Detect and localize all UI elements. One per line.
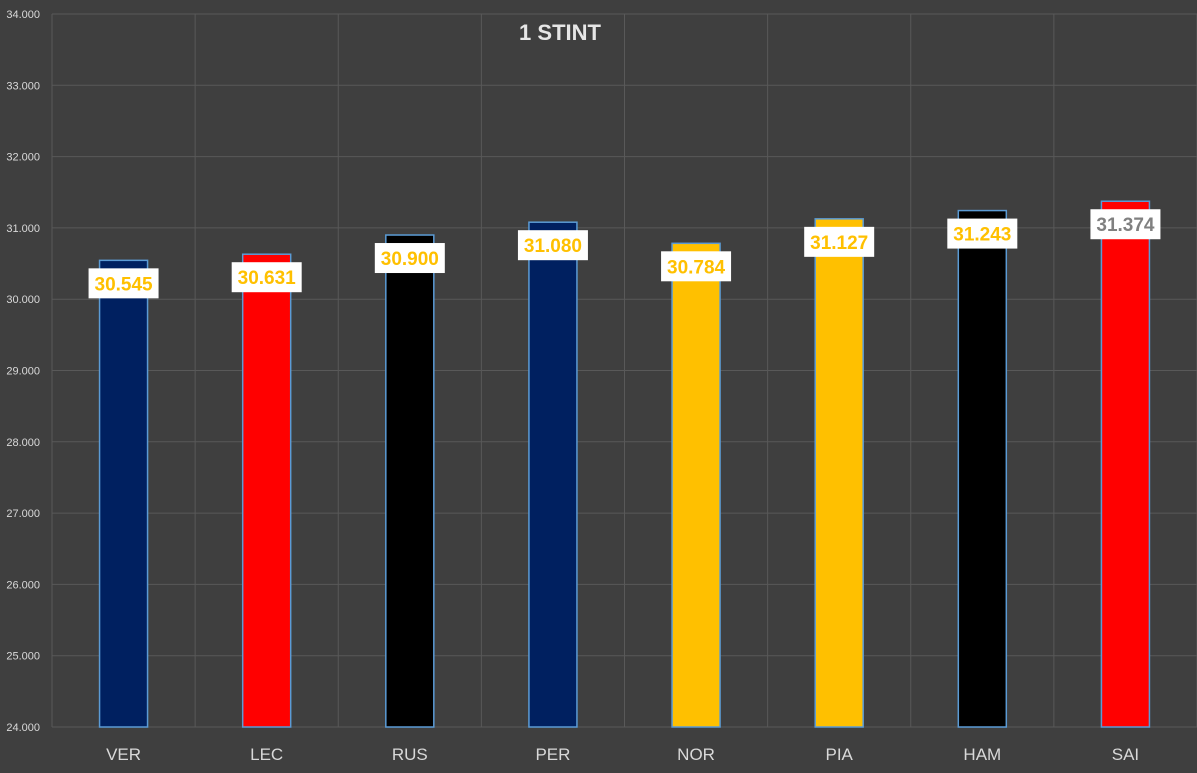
data-labels: 30.545 30.631 30.900 31.080 30.784 31.127 31.2… [88, 209, 1161, 299]
x-tick-label-lec: LEC [250, 745, 283, 764]
bar-rus [385, 234, 435, 728]
y-tick-label: 30.000 [6, 294, 40, 306]
x-axis-ticks: VER LEC RUS PER NOR PIA HAM SAI [106, 745, 1139, 764]
y-tick-label: 24.000 [6, 722, 40, 734]
x-tick-label-ver: VER [106, 745, 141, 764]
data-label-box [88, 268, 159, 299]
data-label-sai: 31.374 [1090, 209, 1161, 240]
chart-title: 1 STINT [519, 20, 601, 45]
bar-ver [98, 259, 149, 728]
data-label-nor: 30.784 [661, 251, 732, 282]
y-tick-label: 31.000 [6, 223, 40, 235]
data-label-box [804, 226, 875, 257]
data-label-lec: 30.631 [231, 262, 302, 293]
x-tick-label-sai: SAI [1112, 745, 1139, 764]
bar-lec [241, 253, 292, 728]
data-label-rus: 30.900 [374, 243, 445, 274]
data-label-box [517, 230, 588, 261]
y-tick-label: 26.000 [6, 579, 40, 591]
bar-sai [1100, 200, 1151, 728]
data-label-box [661, 251, 732, 282]
data-label-per: 31.080 [517, 230, 588, 261]
y-tick-label: 34.000 [6, 9, 40, 21]
bar-per [528, 221, 578, 728]
bar-pia [814, 218, 864, 728]
x-tick-label-per: PER [535, 745, 570, 764]
y-axis-ticks: 24.000 25.000 26.000 27.000 28.000 29.000 30.0… [6, 9, 40, 734]
x-tick-label-ham: HAM [963, 745, 1001, 764]
data-label-text: 31.374 [1096, 215, 1155, 236]
data-label-box [231, 262, 302, 293]
x-tick-label-rus: RUS [392, 745, 428, 764]
data-label-text: 30.784 [667, 257, 726, 278]
data-label-pia: 31.127 [804, 226, 875, 257]
data-label-box [374, 243, 445, 274]
y-tick-label: 28.000 [6, 437, 40, 449]
bar-ham [957, 209, 1008, 728]
y-tick-label: 25.000 [6, 651, 40, 663]
data-label-text: 31.243 [953, 225, 1011, 246]
y-tick-label: 32.000 [6, 152, 40, 164]
y-tick-label: 29.000 [6, 366, 40, 378]
x-tick-label-nor: NOR [677, 745, 715, 764]
data-label-box [1090, 209, 1161, 240]
data-label-text: 31.080 [524, 236, 582, 257]
data-label-text: 30.545 [95, 274, 154, 295]
data-label-ver: 30.545 [88, 268, 159, 299]
y-tick-label: 33.000 [6, 80, 40, 92]
x-tick-label-pia: PIA [825, 745, 853, 764]
bar-nor [671, 242, 721, 728]
data-label-box [947, 218, 1018, 249]
data-label-text: 31.127 [810, 233, 868, 254]
data-label-text: 30.631 [238, 268, 297, 289]
data-label-ham: 31.243 [947, 218, 1018, 249]
y-tick-label: 27.000 [6, 508, 40, 520]
data-label-text: 30.900 [381, 249, 439, 270]
bars [98, 200, 1151, 728]
gridlines [51, 13, 1197, 728]
